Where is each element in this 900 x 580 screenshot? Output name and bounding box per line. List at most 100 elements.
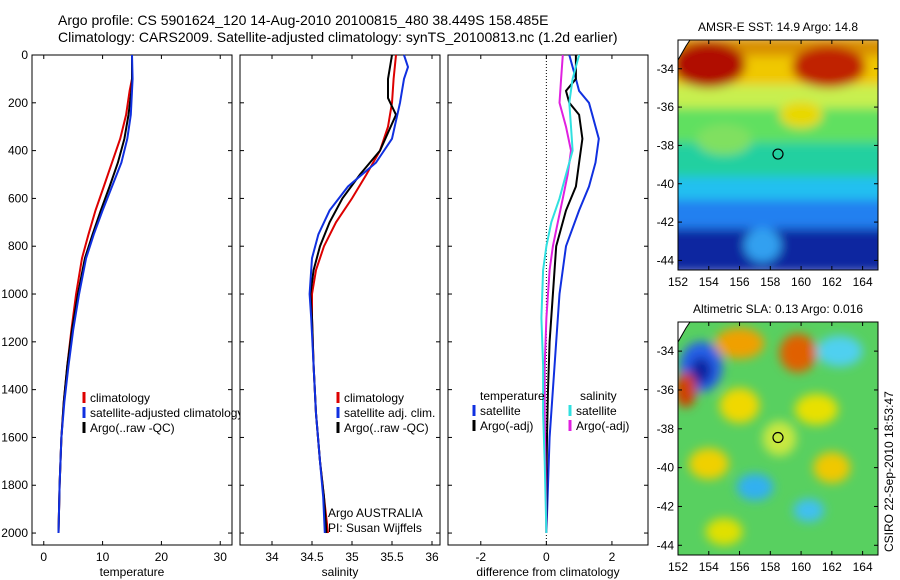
sla_map-anomaly-blob	[736, 473, 774, 501]
temperature-ytick-label: 0	[21, 48, 28, 62]
difference-series-black	[545, 55, 584, 533]
temperature-ytick-label: 1400	[1, 383, 28, 397]
sst_map-xtick-label: 162	[822, 275, 842, 289]
sla_map-ytick-label: -34	[657, 344, 675, 358]
temperature-panel: 0 10 20 30 0 200 400 600 800 1000 1200 1400 1600 1800…	[1, 48, 243, 579]
sst_map-xtick-label: 156	[730, 275, 750, 289]
sla_map-xtick-label: 158	[760, 560, 780, 574]
temperature-ytick-label: 800	[8, 239, 28, 253]
sst_map-anomaly-blob	[696, 124, 752, 155]
temperature-xlabel: temperature	[100, 565, 165, 579]
sla_map-anomaly-blob	[813, 452, 851, 484]
sla_map-xtick-label: 164	[853, 560, 873, 574]
sst_map-anomaly-blob	[791, 45, 866, 88]
difference-series-magenta	[543, 54, 573, 534]
argo-annotation-line: PI: Susan Wijffels	[328, 521, 422, 535]
sla_map-panel: 152 154 156 158 160 162 164 -34 -36 -38 -40 -42 -44 A…	[657, 302, 879, 574]
sla_map-anomaly-blob	[762, 421, 797, 456]
argo-annotation-line: Argo AUSTRALIA	[328, 506, 423, 520]
temperature-ytick-label: 1600	[1, 430, 28, 444]
salinity-panel: 34 34.5 35 35.5 36 salinity climatologysatelli…	[239, 54, 441, 579]
difference-xtick-label: -2	[475, 550, 486, 564]
salinity-xlabel: salinity	[322, 565, 359, 579]
sla_map-anomaly-blob	[719, 388, 760, 423]
temperature-ytick-label: 400	[8, 144, 28, 158]
legend-entry-label: satellite-adjusted climatology	[90, 406, 243, 420]
legend-entry-label: climatology	[90, 391, 150, 405]
sst_map-anomaly-blob	[779, 101, 823, 129]
temperature-axes-box	[31, 54, 233, 546]
sst_map-ytick-label: -36	[657, 100, 675, 114]
difference-series-cyan	[540, 54, 581, 534]
sst_map-axes-box	[677, 39, 879, 271]
sst_map-title: AMSR-E SST: 14.9 Argo: 14.8	[698, 20, 858, 34]
salinity-axes-box	[239, 54, 441, 546]
figure-title-line2: Climatology: CARS2009. Satellite-adjuste…	[58, 29, 618, 45]
sla_map-anomaly-blob	[714, 327, 765, 359]
legend-entry-label: climatology	[344, 391, 404, 405]
sst_map-xtick-label: 164	[853, 275, 873, 289]
sla_map-anomaly-blob	[794, 393, 838, 425]
legend-entry-label: satellite	[576, 404, 617, 418]
temperature-xtick-label: 0	[40, 550, 47, 564]
sst_map-ytick-label: -42	[657, 215, 675, 229]
legend-entry-label: Argo(..raw -QC)	[344, 421, 429, 435]
sla_map-argo-marker	[772, 431, 784, 444]
sla_map-ytick-label: -42	[657, 499, 675, 513]
sla_map-anomaly-blob	[779, 333, 817, 373]
sst_map-coastline	[678, 40, 691, 62]
sla_map-xtick-label: 156	[730, 560, 750, 574]
sla_map-anomaly-blob	[688, 448, 729, 480]
legend-entry-label: satellite adj. clim.	[344, 406, 435, 420]
salinity-series-blue	[308, 54, 410, 534]
temperature-ytick-label: 1200	[1, 335, 28, 349]
salinity-xtick-label: 34	[265, 550, 279, 564]
difference-xlabel: difference from climatology	[476, 565, 619, 579]
salinity-xtick-label: 35.5	[380, 550, 404, 564]
sst_map-ytick-label: -34	[657, 62, 675, 76]
sst_map-field	[678, 40, 878, 270]
sla_map-ytick-label: -36	[657, 383, 675, 397]
salinity-xtick-label: 35	[345, 550, 359, 564]
sla_map-anomaly-blob	[793, 498, 825, 522]
sla_map-smooth-field	[678, 327, 863, 546]
sla_map-ytick-label: -40	[657, 461, 675, 475]
sst_map-ytick-label: -38	[657, 138, 675, 152]
temperature-ytick-label: 600	[8, 191, 28, 205]
sla_map-axes-box	[677, 321, 879, 556]
sst_map-panel: 152 154 156 158 160 162 164 -34 -36 -38 -40 -42 -44 A…	[657, 20, 879, 289]
sst_map-xtick-label: 152	[668, 275, 688, 289]
temperature-ytick-label: 200	[8, 96, 28, 110]
sst_map-xtick-label: 158	[760, 275, 780, 289]
legend-entry-label: Argo(-adj)	[480, 419, 533, 433]
sla_map-title: Altimetric SLA: 0.13 Argo: 0.016	[693, 302, 863, 316]
legend-entry-label: Argo(..raw -QC)	[90, 421, 175, 435]
sst_map-xtick-label: 154	[699, 275, 719, 289]
legend-entry-label: Argo(-adj)	[576, 419, 629, 433]
salinity-xtick-label: 34.5	[300, 550, 324, 564]
temperature-series-blue	[57, 54, 134, 534]
sla_map-xtick-label: 154	[699, 560, 719, 574]
creation-credit: CSIRO 22-Sep-2010 18:53:47	[882, 391, 896, 552]
difference-xtick-label: 0	[543, 550, 550, 564]
sst_map-ytick-label: -44	[657, 253, 675, 267]
sla_map-xtick-label: 162	[822, 560, 842, 574]
sst_map-argo-marker	[772, 148, 784, 160]
temperature-ytick-label: 2000	[1, 526, 28, 540]
sla_map-ytick-label: -38	[657, 422, 675, 436]
sla_map-xtick-label: 160	[791, 560, 811, 574]
figure-title-line1: Argo profile: CS 5901624_120 14-Aug-2010…	[58, 12, 549, 28]
temperature-xtick-label: 30	[214, 550, 228, 564]
sla_map-field	[678, 322, 878, 555]
difference-xtick-label: 2	[609, 550, 616, 564]
legend-entry-label: satellite	[480, 404, 521, 418]
temperature-xtick-label: 10	[96, 550, 110, 564]
sla_map-anomaly-blob	[678, 372, 697, 408]
legend-header-temperature: temperature	[480, 389, 545, 403]
sst_map-anomaly-blob	[744, 227, 782, 263]
salinity-xtick-label: 36	[425, 550, 439, 564]
sla_map-anomaly-blob	[705, 518, 743, 546]
sla_map-anomaly-blob	[816, 335, 863, 367]
